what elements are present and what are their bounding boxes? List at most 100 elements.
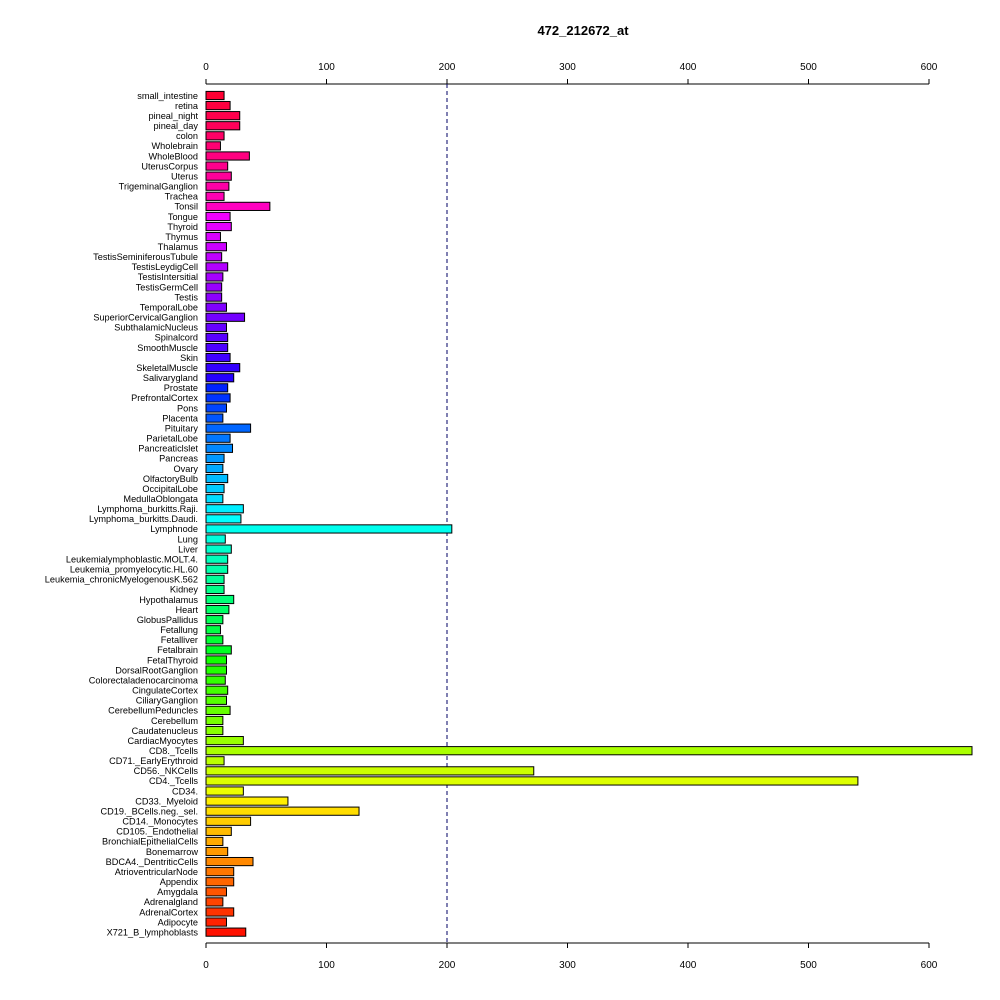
bar bbox=[205, 484, 225, 494]
bar bbox=[205, 615, 224, 625]
category-label: CD4._Tcells bbox=[149, 776, 198, 786]
category-label: CD19._BCells.neg._sel. bbox=[100, 806, 198, 816]
bar bbox=[205, 221, 232, 232]
category-label: TestisIntersitial bbox=[138, 272, 198, 282]
category-label: pineal_night bbox=[148, 111, 198, 121]
category-label: Lymphnode bbox=[150, 524, 198, 534]
bar bbox=[205, 232, 221, 242]
bottom-axis-tick-label: 400 bbox=[680, 960, 697, 971]
bar bbox=[205, 90, 225, 101]
category-label: Placenta bbox=[162, 413, 199, 423]
category-label: Thymus bbox=[165, 232, 198, 242]
bar bbox=[205, 242, 227, 252]
bar bbox=[205, 100, 231, 111]
bar bbox=[205, 302, 227, 312]
category-label: Caudatenucleus bbox=[132, 726, 199, 736]
category-label: CD8._Tcells bbox=[149, 746, 198, 756]
category-label: CerebellumPeduncles bbox=[108, 706, 198, 716]
bar bbox=[205, 141, 221, 151]
bar bbox=[205, 373, 235, 383]
category-label: CD33._Myeloid bbox=[135, 796, 198, 806]
axes: 0 100 200 300 400 500 600 0 100 200 300 400 500 600 bbox=[203, 62, 938, 971]
category-label: Skin bbox=[180, 353, 198, 363]
category-label: Fetalbrain bbox=[157, 645, 198, 655]
category-label: Tongue bbox=[168, 212, 198, 222]
category-label: Adrenalgland bbox=[144, 897, 198, 907]
bar bbox=[205, 746, 973, 756]
bar bbox=[205, 171, 232, 181]
bar bbox=[205, 292, 223, 302]
category-label: FetalThyroid bbox=[147, 655, 198, 665]
bar bbox=[205, 473, 229, 484]
top-axis-tick-label: 300 bbox=[559, 62, 576, 73]
category-label: Leukemialymphoblastic.MOLT.4. bbox=[66, 554, 198, 564]
category-label: Adipocyte bbox=[158, 917, 198, 927]
bar bbox=[205, 181, 230, 191]
bar bbox=[205, 534, 226, 544]
category-label: CD34. bbox=[172, 786, 198, 796]
category-label: Salivarygland bbox=[143, 373, 198, 383]
category-label: SmoothMuscle bbox=[137, 343, 198, 353]
bar bbox=[205, 524, 453, 534]
bar bbox=[205, 272, 224, 282]
category-label: Liver bbox=[178, 544, 198, 554]
category-label: Thyroid bbox=[167, 222, 198, 232]
category-label: WholeBlood bbox=[148, 151, 198, 161]
bar bbox=[205, 262, 229, 272]
category-label: retina bbox=[175, 101, 199, 111]
category-label: CingulateCortex bbox=[132, 686, 198, 696]
category-label: Fetalliver bbox=[161, 635, 198, 645]
category-label: PrefrontalCortex bbox=[131, 393, 198, 403]
bar bbox=[205, 121, 241, 131]
bottom-axis-tick-label: 300 bbox=[559, 960, 576, 971]
category-label: CD56._NKCells bbox=[134, 766, 199, 776]
bar bbox=[205, 635, 224, 645]
category-label: Tonsil bbox=[175, 202, 199, 212]
bar bbox=[205, 494, 224, 504]
top-axis-tick-label: 400 bbox=[680, 62, 697, 73]
bar bbox=[205, 151, 250, 161]
category-label: BronchialEpithelialCells bbox=[102, 837, 198, 847]
bar bbox=[205, 705, 231, 715]
bottom-axis-tick-label: 200 bbox=[439, 960, 456, 971]
bar bbox=[205, 806, 360, 816]
bar bbox=[205, 786, 244, 796]
bar bbox=[205, 463, 224, 474]
category-label: CD105._Endothelial bbox=[116, 827, 198, 837]
category-label: OccipitalLobe bbox=[142, 484, 198, 494]
bottom-axis-tick-label: 0 bbox=[203, 960, 209, 971]
bar bbox=[205, 443, 234, 453]
category-label: Leukemia_promyelocytic.HL.60 bbox=[70, 565, 198, 575]
category-label: MedullaOblongata bbox=[123, 494, 198, 504]
bottom-axis-tick-label: 100 bbox=[318, 960, 335, 971]
category-label: Hypothalamus bbox=[139, 595, 198, 605]
category-labels: small_intestineretinapineal_nightpineal_… bbox=[45, 91, 199, 938]
bar bbox=[205, 332, 229, 343]
category-label: pineal_day bbox=[154, 121, 199, 131]
top-axis-tick-label: 200 bbox=[439, 62, 456, 73]
bar bbox=[205, 655, 227, 665]
category-label: SubthalamicNucleus bbox=[114, 323, 198, 333]
bar bbox=[205, 584, 225, 595]
bar bbox=[205, 383, 229, 393]
bar bbox=[205, 393, 231, 403]
bar bbox=[205, 736, 244, 746]
category-label: CiliaryGanglion bbox=[136, 696, 198, 706]
bar bbox=[205, 564, 229, 574]
bar bbox=[205, 594, 235, 605]
category-label: Thalamus bbox=[158, 242, 199, 252]
category-label: Colorectaladenocarcinoma bbox=[89, 675, 199, 685]
bar bbox=[205, 131, 225, 141]
bar bbox=[205, 877, 235, 887]
category-label: BDCA4._DentriticCells bbox=[106, 857, 199, 867]
category-label: Trachea bbox=[165, 192, 199, 202]
bar bbox=[205, 111, 241, 121]
bar bbox=[205, 544, 232, 554]
category-label: Leukemia_chronicMyelogenousK.562 bbox=[45, 575, 198, 585]
category-label: OlfactoryBulb bbox=[143, 474, 198, 484]
bar bbox=[205, 423, 252, 433]
bar bbox=[205, 675, 226, 685]
category-label: TestisLeydigCell bbox=[132, 262, 198, 272]
category-label: Pancreas bbox=[159, 454, 198, 464]
